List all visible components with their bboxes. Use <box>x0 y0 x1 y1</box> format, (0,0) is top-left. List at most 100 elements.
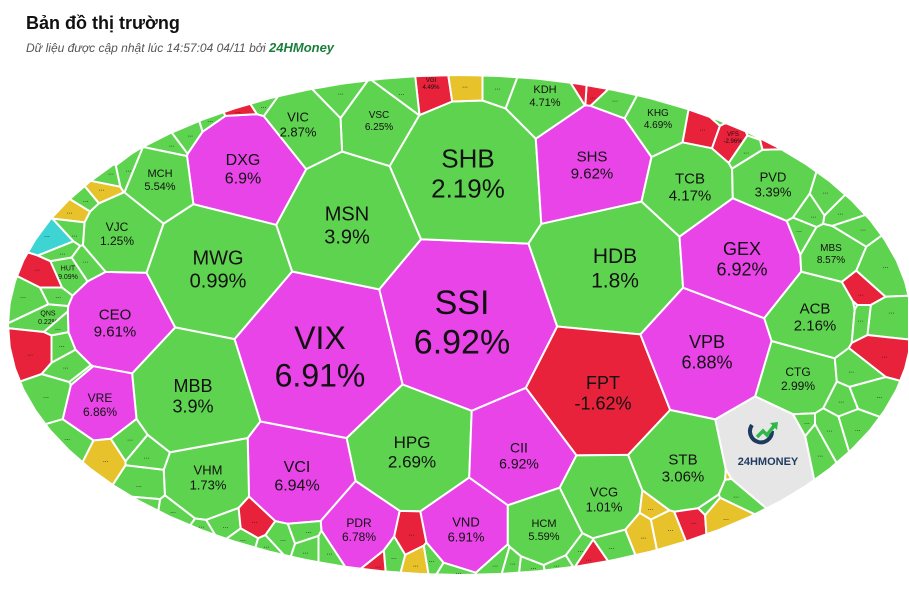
stock-change: 1.73% <box>190 478 227 493</box>
stock-cell-small[interactable]: ... <box>222 102 258 117</box>
cell-shape <box>422 541 445 576</box>
small-cell-label: ... <box>510 559 516 566</box>
stock-ticker: KDH <box>533 84 556 96</box>
stock-cell-small[interactable]: ... <box>286 520 323 545</box>
stock-ticker: MSN <box>325 203 369 225</box>
stock-cell-small[interactable]: ... <box>189 517 217 536</box>
stock-cell-small[interactable] <box>697 493 722 517</box>
stock-cell-small[interactable]: ... <box>254 534 285 556</box>
small-cell-label: ... <box>27 351 33 358</box>
stock-cell-small[interactable]: ... <box>850 304 872 344</box>
small-cell-label: ... <box>495 85 501 92</box>
stock-ticker: VND <box>452 515 479 530</box>
logo-cell[interactable]: 24HMONEY <box>714 395 816 510</box>
small-cell-label: ... <box>858 290 864 297</box>
small-cell-label: ... <box>668 526 674 533</box>
small-cell-label: ... <box>883 263 889 270</box>
cell-shape <box>39 286 74 307</box>
stock-cell-small[interactable]: ... <box>422 541 445 576</box>
stock-cell-small[interactable]: ... <box>831 213 883 248</box>
stock-ticker: CTG <box>785 365 810 379</box>
stock-cell-small[interactable]: ... <box>39 286 74 307</box>
stock-cell-small[interactable]: ... <box>447 74 484 103</box>
stock-cell-small[interactable]: ... <box>837 408 881 453</box>
stock-cell-small[interactable]: ... <box>785 216 818 256</box>
stock-change: 4.71% <box>529 97 560 109</box>
stock-cell-small[interactable]: ... <box>311 79 369 120</box>
stock-cell-small[interactable]: ... <box>638 489 671 521</box>
stock-change: 1.8% <box>591 270 639 293</box>
stock-ticker: TCB <box>675 170 705 187</box>
small-cell-label: ... <box>306 528 312 535</box>
stock-cell-small[interactable]: ... <box>124 433 171 471</box>
stock-cell-small[interactable]: ... <box>70 244 107 283</box>
small-cell-label: ... <box>20 293 26 300</box>
stock-change: 3.06% <box>662 469 705 486</box>
stock-change: 0.99% <box>190 271 247 293</box>
brand-link[interactable]: 24HMoney <box>269 40 335 55</box>
small-cell-label: ... <box>554 561 560 568</box>
small-cell-label: ... <box>492 561 498 568</box>
stock-cell-small[interactable] <box>68 364 95 387</box>
small-cell-label: ... <box>398 90 404 97</box>
stock-ticker: PDR <box>346 516 372 530</box>
stock-cell-small[interactable]: ... <box>68 185 100 213</box>
stock-cell-small[interactable] <box>759 138 783 151</box>
cell-shape <box>130 495 162 512</box>
small-cell-label: ... <box>235 108 241 115</box>
stock-cell-small[interactable] <box>569 81 588 107</box>
stock-change: 6.78% <box>342 530 376 544</box>
stock-change: 2.69% <box>388 453 436 472</box>
small-cell-label: ... <box>240 536 246 543</box>
stock-ticker: VHM <box>194 463 223 478</box>
stock-cell-small[interactable]: ... <box>518 555 546 574</box>
stock-cell-small[interactable]: ... <box>51 217 86 247</box>
stock-ticker: STB <box>668 451 697 468</box>
small-cell-label: ... <box>375 562 381 569</box>
stock-cell-small[interactable] <box>130 495 162 512</box>
stock-cell-small[interactable]: ... <box>19 373 72 426</box>
stock-change: 6.92% <box>414 323 510 361</box>
stock-cell-small[interactable]: ... <box>89 163 122 188</box>
stock-cell-small[interactable]: ... <box>848 376 902 418</box>
stock-cell-small[interactable]: ... <box>435 561 478 576</box>
stock-cell-small[interactable]: ... <box>317 529 347 568</box>
stock-cell-small[interactable]: ... <box>866 294 909 341</box>
stock-change: 1.25% <box>100 234 134 248</box>
stock-cell-small[interactable]: ... <box>359 549 387 573</box>
cell-shape <box>435 561 478 576</box>
small-cell-label: ... <box>585 555 591 562</box>
stock-cell-small[interactable]: ... <box>142 131 189 157</box>
stock-change: 1.01% <box>586 500 623 515</box>
stock-ticker: PVD <box>760 170 787 185</box>
small-cell-label: ... <box>187 132 193 139</box>
stock-cell-small[interactable] <box>708 115 727 127</box>
small-cell-label: ... <box>252 518 258 525</box>
stock-cell-small[interactable]: ... <box>42 310 70 337</box>
stock-cell-small[interactable]: ... <box>564 532 595 568</box>
small-cell-label: ... <box>876 393 882 400</box>
stock-cell-small[interactable]: ... <box>681 108 721 150</box>
small-cell-label: ... <box>60 249 66 256</box>
stock-ticker: VCI <box>284 459 311 476</box>
stock-ticker: KHG <box>647 108 669 119</box>
small-cell-label: ... <box>409 531 415 538</box>
stock-ticker: HUT <box>61 266 76 273</box>
small-cell-label: ... <box>691 519 697 526</box>
stock-cell-small[interactable]: ... <box>370 75 421 117</box>
stock-change: 5.59% <box>528 531 559 543</box>
small-cell-label: ... <box>612 97 618 104</box>
